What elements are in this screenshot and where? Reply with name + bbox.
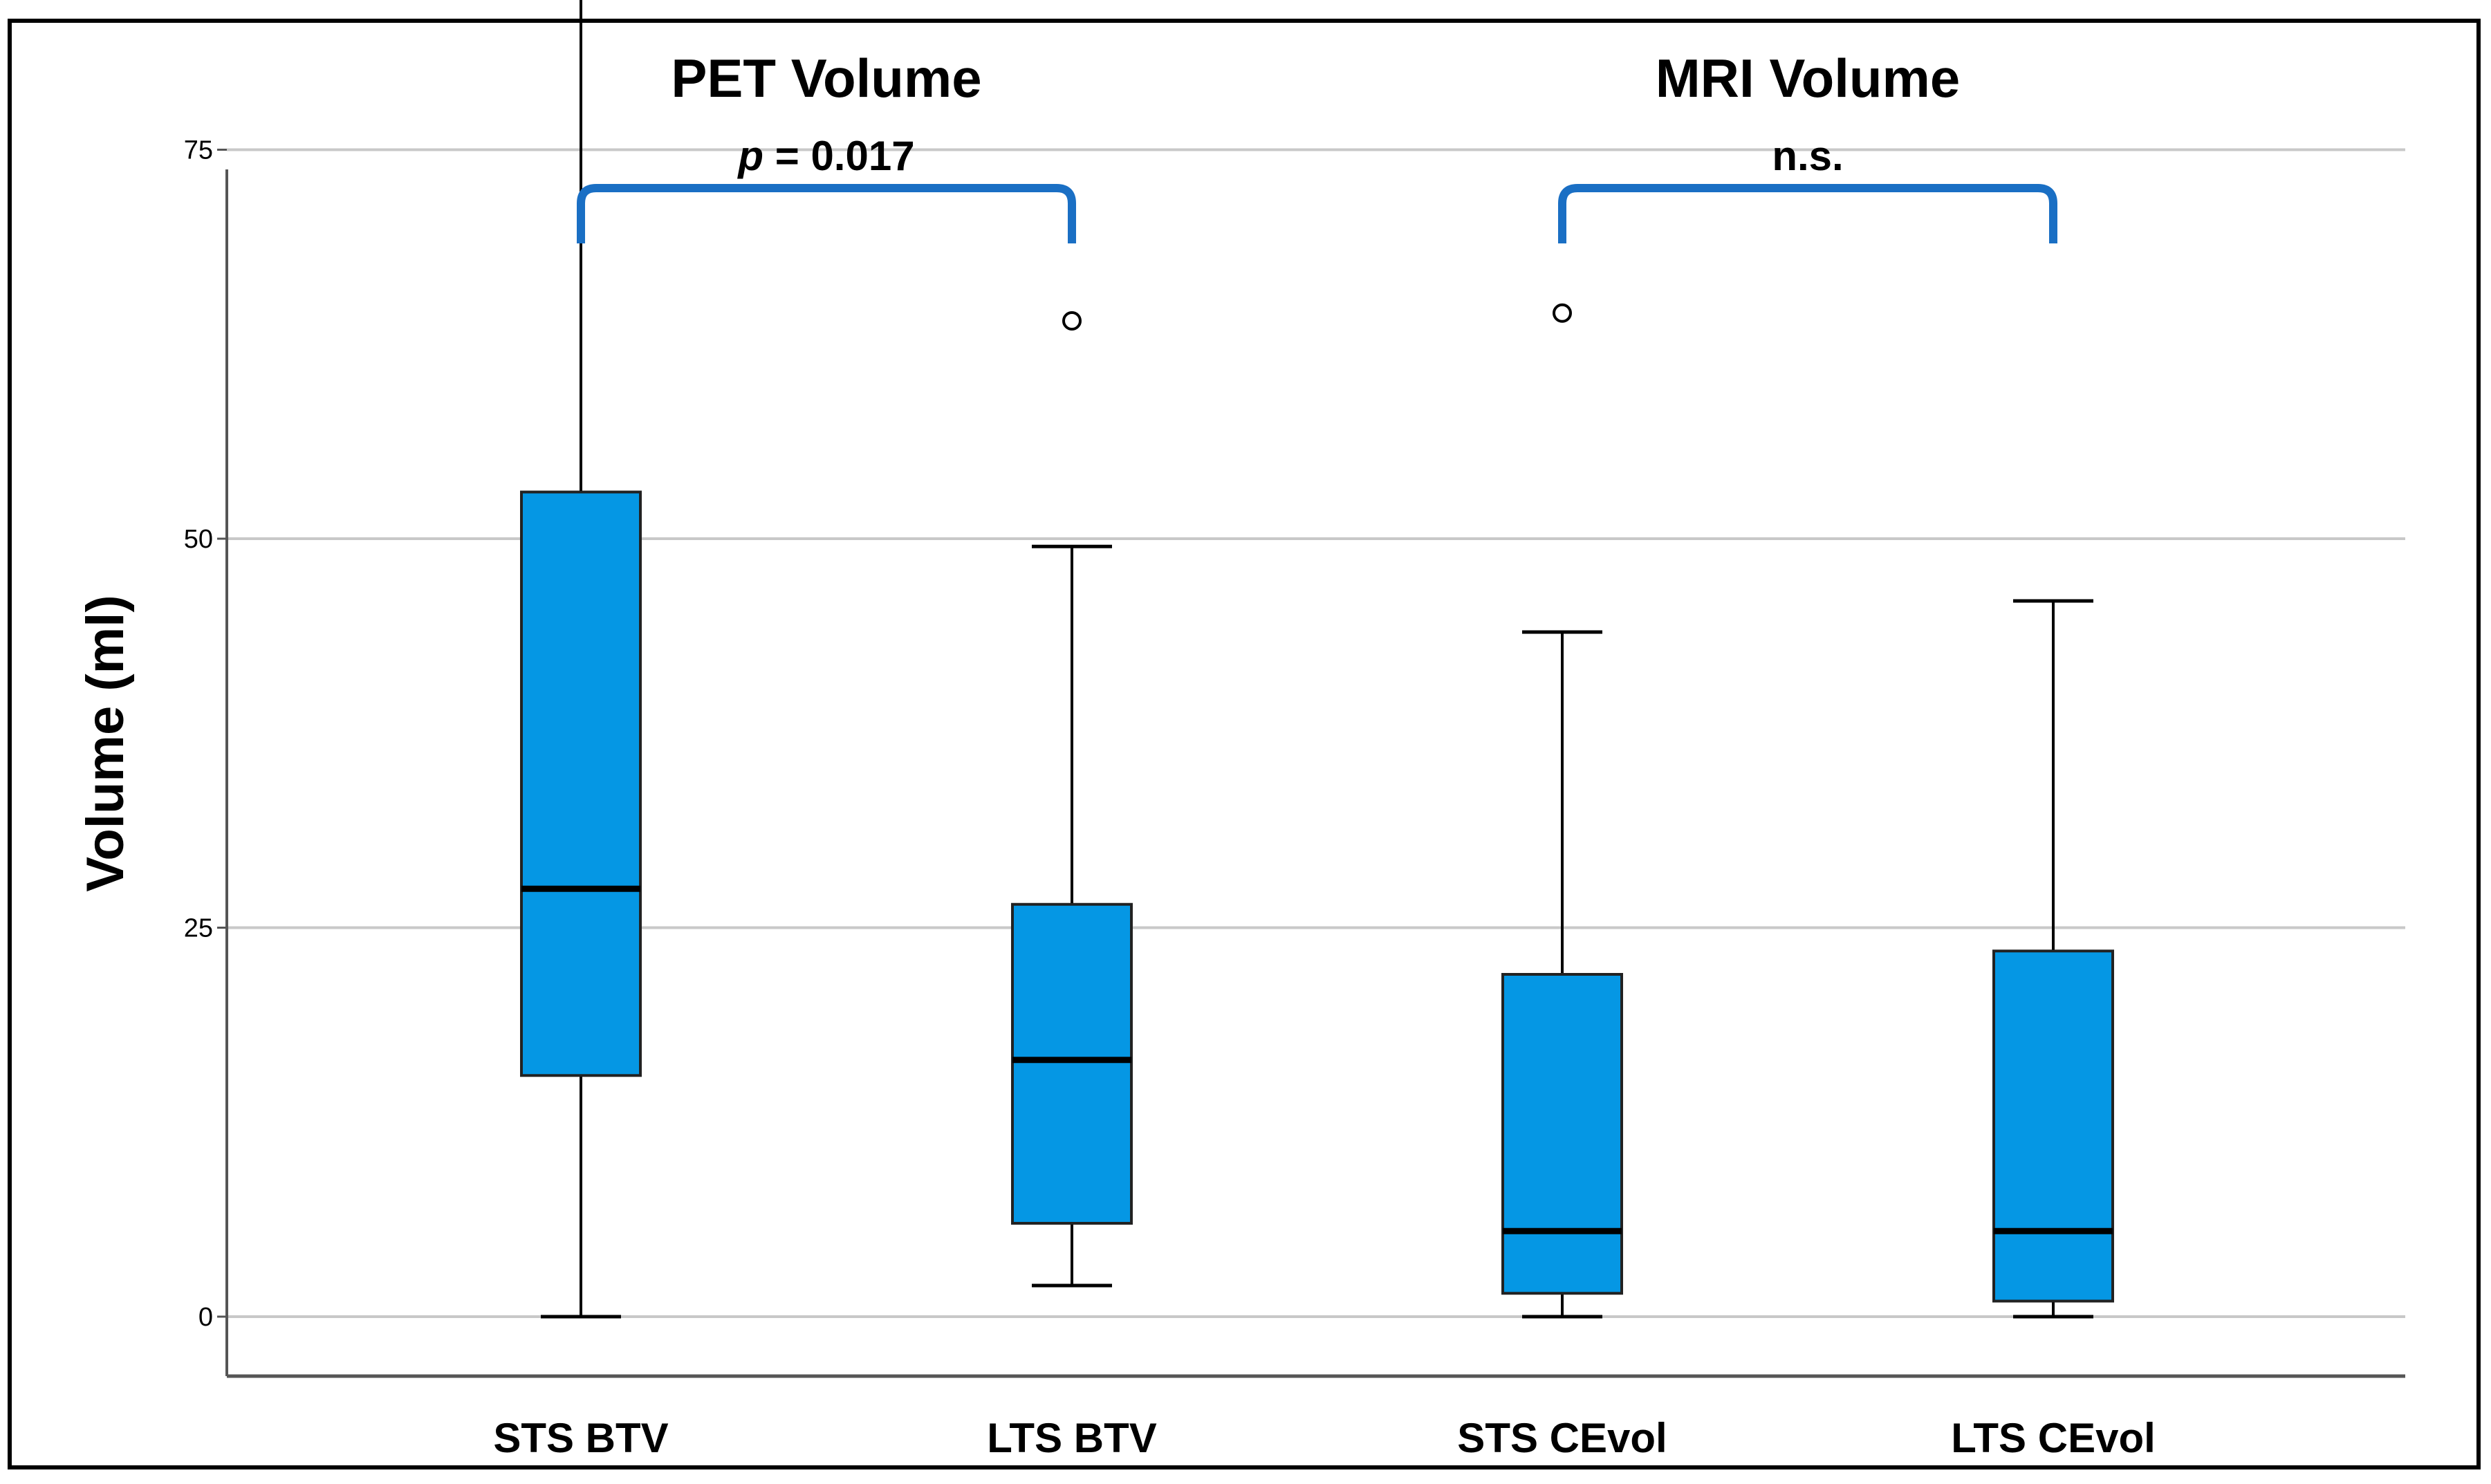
annotations: PET Volume MRI Volume p = 0.017 n.s. [577,48,2057,243]
y-tick-label: 0 [198,1303,213,1332]
comparison-bracket [577,184,1076,243]
boxes: *** [520,0,2114,1319]
y-tick-label: 50 [184,525,213,554]
iqr-box [520,490,642,1077]
group-title: PET Volume [671,48,981,109]
iqr-box [1992,949,2114,1303]
iqr-box [1501,973,1623,1295]
outlier-circle [1062,311,1082,331]
x-category-label: LTS CEvol [1951,1415,2156,1461]
box-group: ** [1501,303,1623,1319]
x-category-label: LTS BTV [987,1415,1157,1461]
group-title: MRI Volume [1656,48,1961,109]
box-group [1992,599,2114,1319]
comparison-label: p = 0.017 [737,133,914,179]
iqr-box [1011,902,1133,1225]
y-tick-label: 25 [184,914,213,943]
box-group [520,0,642,1319]
y-tick-label: 75 [184,136,213,165]
box-group: * [1011,311,1133,1288]
comparison-bracket [1558,184,2057,243]
x-category-label: STS CEvol [1457,1415,1667,1461]
y-axis-title: Volume (ml) [76,595,135,891]
outlier-circle [1553,303,1572,323]
x-category-label: STS BTV [493,1415,668,1461]
comparison-label: n.s. [1772,133,1843,179]
